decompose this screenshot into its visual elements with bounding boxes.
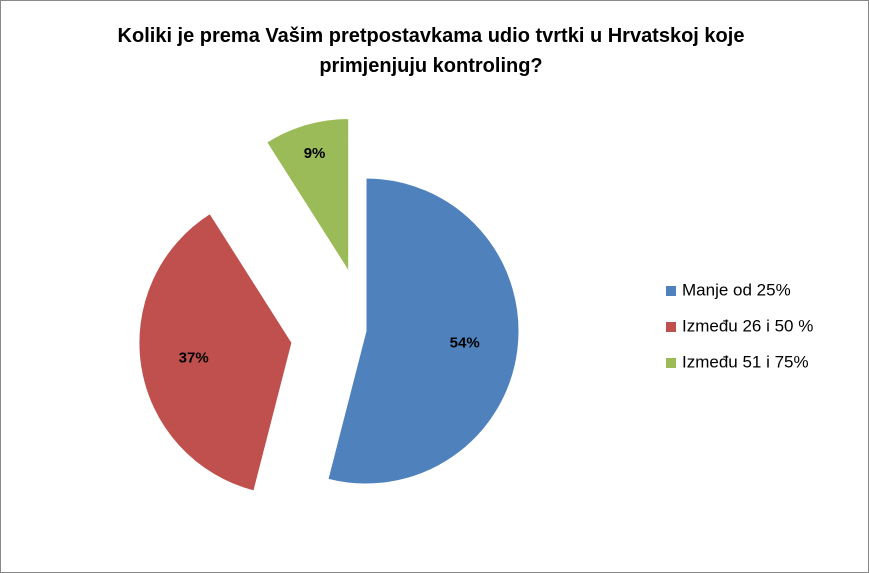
legend-swatch (666, 322, 676, 332)
data-label: 54% (450, 334, 480, 351)
pie-slice (266, 117, 350, 274)
data-label: 37% (179, 349, 209, 366)
legend-label: Manje od 25% (682, 280, 791, 299)
pie-slice (138, 212, 293, 492)
legend-swatch (666, 358, 676, 368)
legend-label: Između 26 i 50 % (682, 316, 813, 335)
pie-slice (327, 177, 520, 485)
legend-swatch (666, 286, 676, 296)
data-label: 9% (304, 145, 326, 162)
legend-label: Između 51 i 75% (682, 352, 809, 371)
chart-title: Koliki je prema Vašim pretpostavkama udi… (117, 25, 745, 77)
